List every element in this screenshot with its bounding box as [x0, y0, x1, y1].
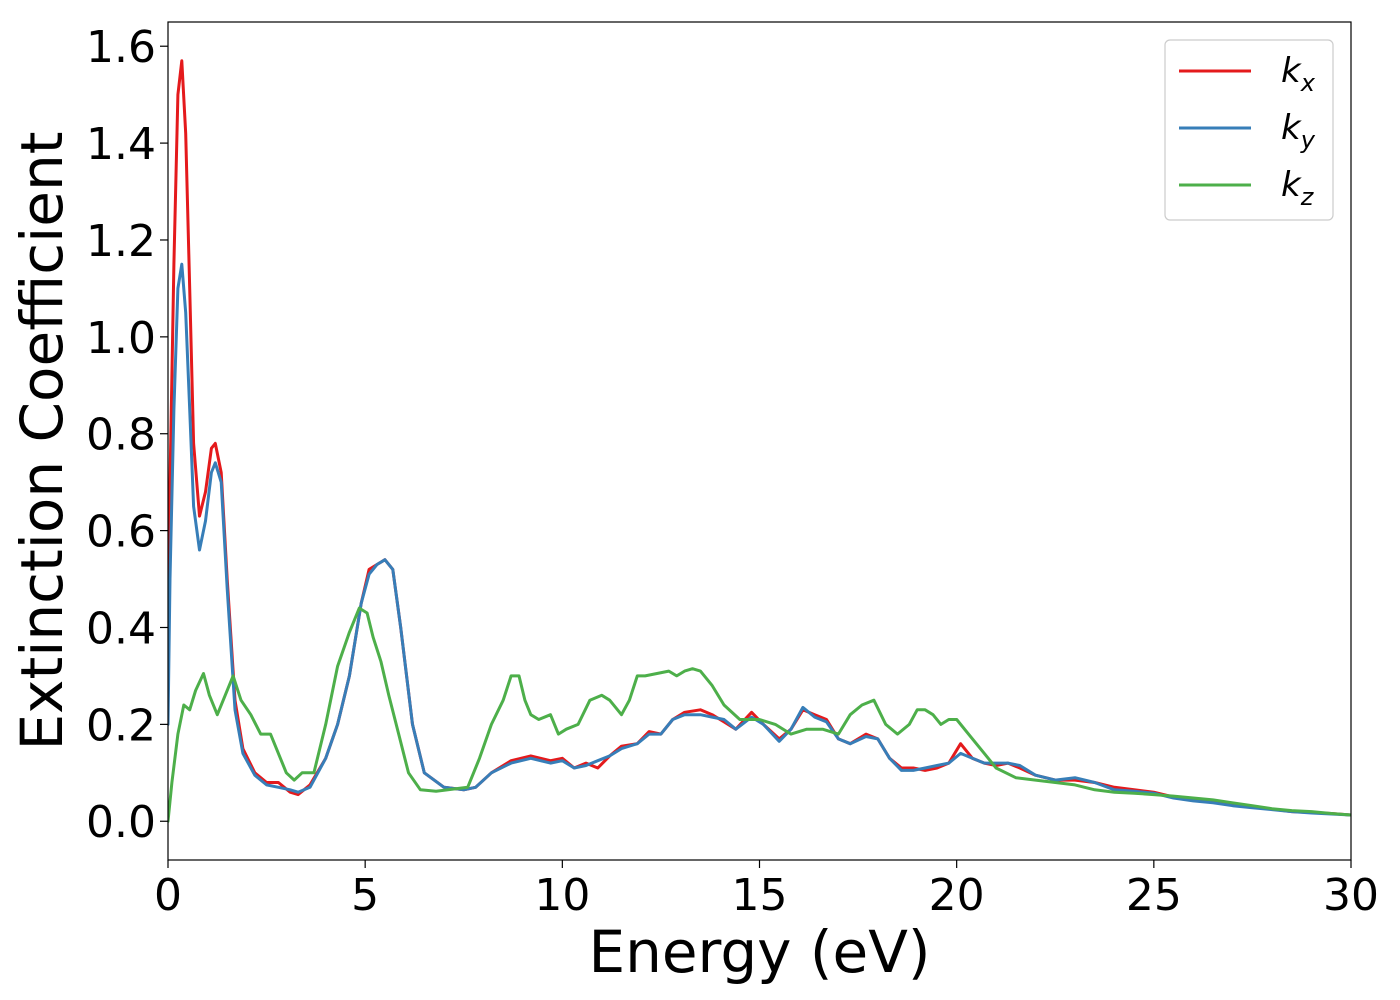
y-axis-ticks: 0.0 0.2 0.4 0.6 0.8 1.0 1.2 1.4 1.6	[86, 22, 168, 848]
legend-item-z: kz	[1179, 165, 1315, 211]
y-tick-label: 1.0	[86, 313, 156, 364]
y-tick-label: 0.8	[86, 410, 156, 461]
legend-item-y: ky	[1179, 108, 1316, 154]
legend-box	[1164, 39, 1334, 221]
legend-item-x: kx	[1179, 51, 1316, 97]
series-line-y	[168, 262, 1351, 817]
x-axis-label: Energy (eV)	[588, 918, 930, 986]
legend-label: kz	[1281, 165, 1315, 211]
x-tick-label: 20	[929, 870, 985, 921]
x-tick-label: 30	[1323, 870, 1379, 921]
y-tick-label: 0.4	[86, 603, 156, 654]
x-axis-ticks: 0 5 10 15 20 25 30	[154, 860, 1379, 921]
y-tick-label: 0.0	[86, 797, 156, 848]
x-tick-label: 15	[732, 870, 788, 921]
legend-label: kx	[1281, 51, 1316, 97]
plot-lines	[168, 59, 1351, 823]
y-tick-label: 1.4	[86, 119, 156, 170]
y-tick-label: 1.6	[86, 22, 156, 73]
y-tick-label: 0.6	[86, 507, 156, 558]
x-tick-label: 25	[1126, 870, 1182, 921]
series-line-z	[168, 606, 1351, 823]
y-axis-label: Extinction Coefficient	[8, 132, 76, 751]
y-tick-label: 0.2	[86, 700, 156, 751]
y-tick-label: 1.2	[86, 216, 156, 267]
x-tick-label: 10	[534, 870, 590, 921]
legend-label: ky	[1281, 108, 1316, 154]
x-tick-label: 0	[154, 870, 182, 921]
legend: kx ky kz	[1164, 39, 1334, 221]
x-tick-label: 5	[351, 870, 379, 921]
